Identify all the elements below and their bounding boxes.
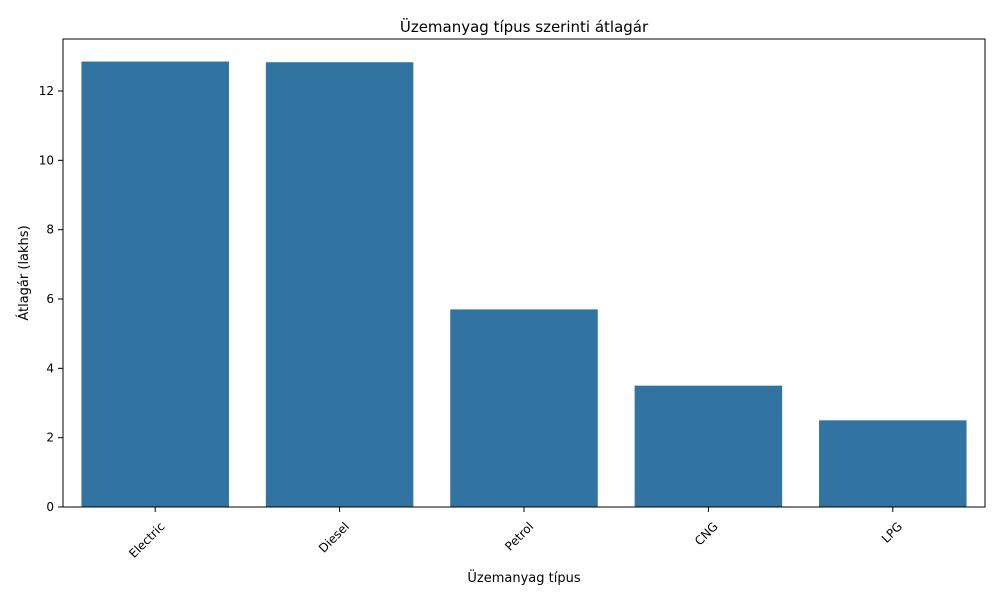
y-axis-ticks: 0 2 4 6 8 10 12 <box>39 84 63 514</box>
x-tick-label: Electric <box>126 519 167 560</box>
y-tick-label: 8 <box>46 223 54 237</box>
y-tick-label: 4 <box>46 361 54 375</box>
x-axis-ticks: Electric Diesel Petrol CNG LPG <box>126 507 905 561</box>
y-axis-label: Átlagár (lakhs) <box>16 225 32 320</box>
x-tick-label: Diesel <box>316 519 352 555</box>
bar-petrol <box>450 309 598 507</box>
chart-title: Üzemanyag típus szerinti átlagár <box>400 17 649 36</box>
x-tick-label: LPG <box>879 519 905 545</box>
bar-electric <box>81 61 229 508</box>
y-tick-label: 12 <box>39 84 54 98</box>
bar-diesel <box>265 62 414 508</box>
y-tick-label: 10 <box>39 153 54 167</box>
x-tick-label: Petrol <box>502 519 536 553</box>
plot-frame <box>62 38 986 508</box>
bar-lpg <box>819 420 967 507</box>
bar-cng <box>634 385 783 507</box>
x-tick-label: CNG <box>692 519 721 548</box>
x-axis-label: Üzemanyag típus <box>467 569 580 586</box>
y-tick-label: 6 <box>46 292 54 306</box>
bars-layer <box>81 61 967 508</box>
y-tick-label: 0 <box>46 500 54 514</box>
y-tick-label: 2 <box>46 431 54 445</box>
